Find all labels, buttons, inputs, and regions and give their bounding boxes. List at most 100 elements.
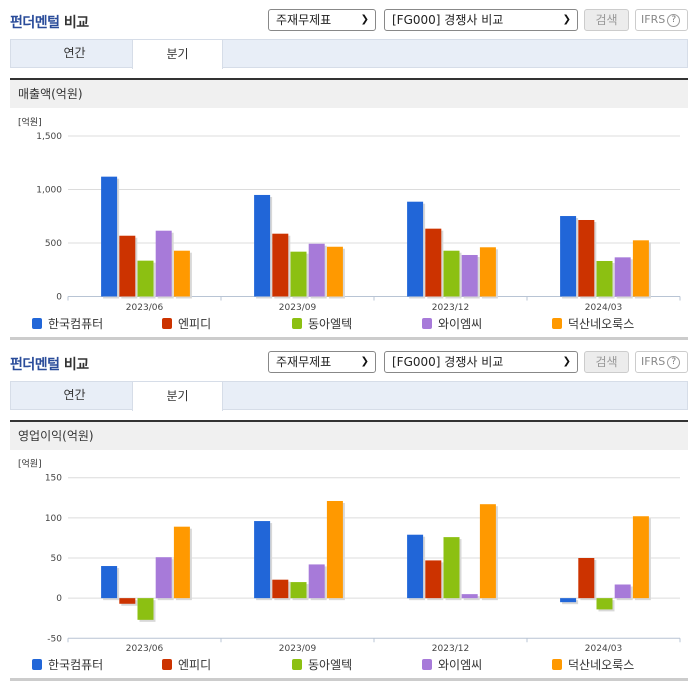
x-tick-label: 2024/03: [585, 644, 622, 654]
y-tick-label: 50: [51, 554, 63, 564]
bar: [308, 243, 325, 297]
y-axis-unit-label: [억원]: [18, 458, 42, 470]
x-tick-label: 2023/09: [279, 644, 317, 654]
legend-swatch-icon: [292, 659, 302, 670]
bar: [560, 216, 577, 297]
bar: [461, 594, 478, 599]
bar: [443, 250, 460, 297]
bar: [596, 260, 613, 297]
bar: [173, 250, 190, 297]
tab-quarterly[interactable]: 분기: [132, 381, 223, 411]
y-tick-label: 500: [45, 239, 62, 249]
chevron-down-icon: ❯: [562, 14, 571, 25]
period-tabs: 연간 분기: [10, 381, 688, 411]
bar: [425, 560, 442, 599]
legend-label: 와이엠씨: [438, 658, 482, 672]
tab-annual[interactable]: 연간: [63, 388, 86, 402]
legend-label: 한국컴퓨터: [48, 317, 103, 331]
y-tick-label: -50: [47, 634, 62, 644]
bar: [443, 537, 460, 599]
bar: [461, 254, 478, 297]
legend-item[interactable]: 덕산네오룩스: [552, 658, 634, 672]
legend-label: 엔피디: [178, 317, 211, 331]
divider: [10, 337, 688, 340]
legend-item[interactable]: 엔피디: [162, 317, 211, 331]
bar: [155, 557, 172, 599]
legend-item[interactable]: 엔피디: [162, 658, 211, 672]
ifrs-help-button[interactable]: IFRS?: [635, 351, 688, 373]
bar: [614, 584, 631, 599]
chevron-down-icon: ❯: [360, 14, 369, 25]
bar: [173, 526, 190, 599]
x-tick-label: 2023/09: [279, 303, 317, 313]
bar: [137, 598, 154, 620]
legend-item[interactable]: 동아엘텍: [292, 317, 352, 331]
x-tick-label: 2023/12: [432, 303, 469, 313]
bar: [101, 176, 118, 297]
y-tick-label: 100: [45, 514, 62, 524]
fundamental-section-sales: 펀더멘털 비교 주재무제표 ❯ [FG000] 경쟁사 비교 ❯ 검색 IFRS? …: [0, 0, 696, 340]
ifrs-help-button[interactable]: IFRS?: [635, 9, 688, 31]
bar: [155, 230, 172, 297]
bar: [272, 233, 289, 297]
fundamental-section-operating-profit: 펀더멘털 비교 주재무제표 ❯ [FG000] 경쟁사 비교 ❯ 검색 IFRS? …: [0, 342, 696, 684]
legend-item[interactable]: 덕산네오룩스: [552, 317, 634, 331]
chart-subheader: 매출액(억원): [10, 78, 688, 108]
comparison-group-select[interactable]: [FG000] 경쟁사 비교 ❯: [384, 9, 578, 31]
legend-swatch-icon: [292, 318, 302, 329]
bar: [560, 598, 577, 603]
legend-swatch-icon: [162, 659, 172, 670]
tab-quarterly[interactable]: 분기: [132, 39, 223, 69]
bar: [479, 504, 496, 599]
legend-item[interactable]: 한국컴퓨터: [32, 658, 103, 672]
chevron-down-icon: ❯: [360, 356, 369, 367]
legend-swatch-icon: [32, 318, 42, 329]
bar: [308, 564, 325, 599]
bar: [407, 201, 424, 297]
legend-item[interactable]: 와이엠씨: [422, 658, 482, 672]
search-button[interactable]: 검색: [584, 351, 629, 373]
section-title: 펀더멘털 비교: [10, 357, 89, 373]
legend-swatch-icon: [422, 318, 432, 329]
bar: [596, 598, 613, 610]
legend-label: 한국컴퓨터: [48, 658, 103, 672]
tab-annual[interactable]: 연간: [63, 46, 86, 60]
help-icon: ?: [667, 356, 681, 369]
section-header: 펀더멘털 비교 주재무제표 ❯ [FG000] 경쟁사 비교 ❯ 검색 IFRS?: [0, 0, 696, 38]
legend-item[interactable]: 한국컴퓨터: [32, 317, 103, 331]
bar: [578, 219, 595, 297]
search-button[interactable]: 검색: [584, 9, 629, 31]
bar: [632, 240, 649, 297]
legend-swatch-icon: [162, 318, 172, 329]
x-tick-label: 2023/12: [432, 644, 469, 654]
bar: [254, 521, 271, 599]
y-tick-label: 150: [45, 474, 62, 484]
y-tick-label: 1,500: [36, 132, 62, 142]
statement-type-select[interactable]: 주재무제표 ❯: [268, 351, 376, 373]
legend-item[interactable]: 와이엠씨: [422, 317, 482, 331]
legend-swatch-icon: [552, 659, 562, 670]
y-tick-label: 1,000: [36, 186, 62, 196]
y-tick-label: 0: [56, 594, 62, 604]
bar: [479, 247, 496, 297]
legend-swatch-icon: [32, 659, 42, 670]
bar-chart-operating-profit: [억원] -50 0 50 100 150 2023/06 2023/09 2023/12 202…: [10, 450, 688, 681]
legend-item[interactable]: 동아엘텍: [292, 658, 352, 672]
statement-type-select[interactable]: 주재무제표 ❯: [268, 9, 376, 31]
chevron-down-icon: ❯: [562, 356, 571, 367]
x-tick-label: 2024/03: [585, 303, 622, 313]
period-tabs: 연간 분기: [10, 39, 688, 69]
bar: [326, 500, 343, 599]
bar: [137, 260, 154, 297]
bar: [632, 516, 649, 599]
y-tick-label: 0: [56, 293, 62, 303]
bar: [101, 566, 118, 599]
chart-subheader: 영업이익(억원): [10, 420, 688, 450]
comparison-group-select[interactable]: [FG000] 경쟁사 비교 ❯: [384, 351, 578, 373]
x-tick-label: 2023/06: [126, 303, 164, 313]
legend-label: 덕산네오룩스: [568, 658, 634, 672]
legend-label: 동아엘텍: [308, 658, 352, 672]
divider: [10, 678, 688, 681]
bar: [614, 257, 631, 297]
bar: [290, 251, 307, 297]
